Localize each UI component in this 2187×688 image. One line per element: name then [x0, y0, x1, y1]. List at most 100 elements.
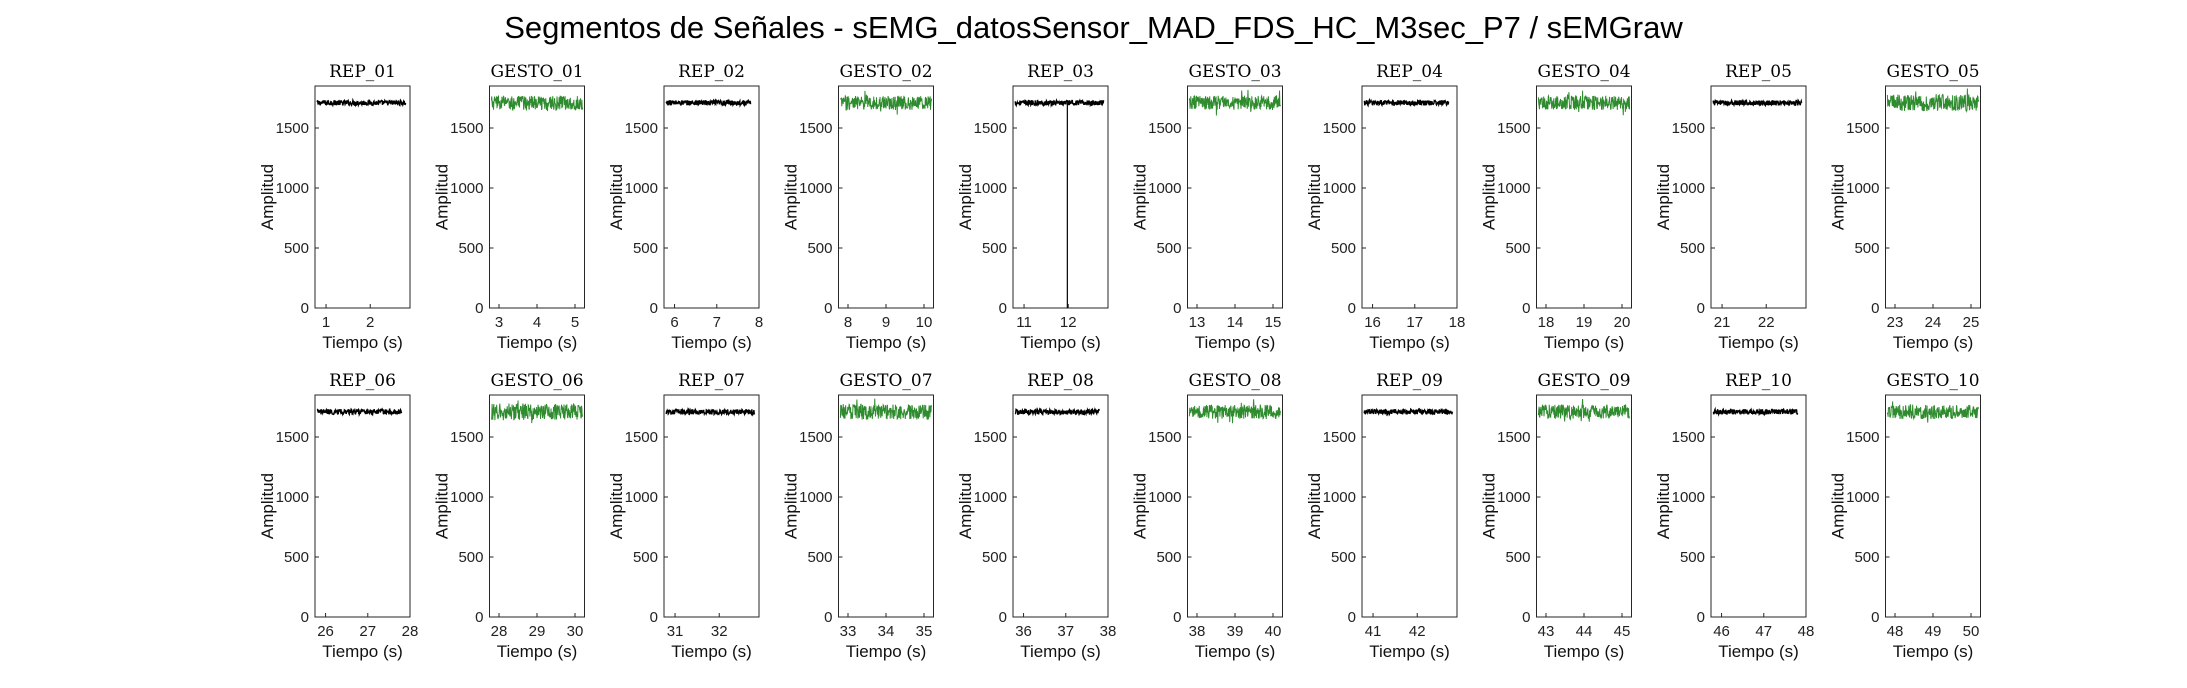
- subplot-title: REP_03: [1027, 62, 1094, 82]
- x-tick-label: 4: [533, 314, 541, 331]
- y-tick-label: 500: [458, 549, 483, 566]
- y-tick-label: 0: [1697, 300, 1705, 317]
- y-tick-label: 1000: [450, 180, 483, 197]
- figure-title: Segmentos de Señales - sEMG_datosSensor_…: [504, 10, 1683, 45]
- y-tick-label: 1000: [799, 180, 832, 197]
- y-axis-label: Amplitud: [1829, 164, 1848, 230]
- y-tick-label: 0: [824, 609, 832, 626]
- axes-box: [314, 394, 411, 618]
- y-tick-label: 1000: [1672, 180, 1705, 197]
- x-axis-label: Tiempo (s): [1020, 642, 1101, 661]
- x-axis-label: Tiempo (s): [322, 642, 403, 661]
- x-tick-label: 33: [840, 623, 857, 640]
- subplot-title: REP_06: [329, 371, 396, 391]
- y-axis-label: Amplitud: [258, 164, 277, 230]
- y-axis-label: Amplitud: [956, 473, 975, 539]
- x-tick-label: 42: [1409, 623, 1426, 640]
- y-tick-label: 500: [1331, 549, 1356, 566]
- axes-box: [1012, 394, 1109, 618]
- x-tick-label: 7: [713, 314, 721, 331]
- x-tick-label: 31: [667, 623, 684, 640]
- x-tick-label: 2: [366, 314, 374, 331]
- x-axis-label: Tiempo (s): [671, 333, 752, 352]
- y-tick-label: 1000: [1148, 180, 1181, 197]
- axes-box: [1710, 85, 1807, 309]
- y-tick-label: 0: [1522, 300, 1530, 317]
- signal-trace-gesto: [1537, 398, 1631, 422]
- subplot-title: REP_10: [1725, 371, 1792, 391]
- x-tick-label: 22: [1758, 314, 1775, 331]
- x-tick-label: 12: [1060, 314, 1077, 331]
- y-tick-label: 1500: [625, 120, 658, 137]
- signal-trace-rep: [1712, 406, 1799, 417]
- x-axis-label: Tiempo (s): [1893, 333, 1974, 352]
- x-tick-label: 20: [1614, 314, 1631, 331]
- x-tick-label: 41: [1365, 623, 1382, 640]
- signal-trace-rep: [1363, 97, 1450, 108]
- y-tick-label: 0: [999, 609, 1007, 626]
- subplot-title: REP_02: [678, 62, 745, 82]
- subplot-gesto_01: GESTO_01 0 500 1000 1500 3 4 5 Tiempo (s) Amplitu…: [433, 62, 585, 352]
- y-tick-label: 500: [982, 549, 1007, 566]
- signal-trace-rep: [316, 407, 403, 418]
- y-tick-label: 1000: [450, 489, 483, 506]
- y-tick-label: 1500: [450, 120, 483, 137]
- y-axis-label: Amplitud: [1480, 164, 1499, 230]
- subplot-gesto_05: GESTO_05 0 500 1000 1500 23 24 25 Tiempo (s) Ampl…: [1829, 62, 1981, 352]
- y-axis-label: Amplitud: [433, 473, 452, 539]
- subplot-title: GESTO_04: [1537, 62, 1630, 82]
- x-tick-label: 18: [1449, 314, 1466, 331]
- y-tick-label: 0: [999, 300, 1007, 317]
- y-tick-label: 0: [1348, 609, 1356, 626]
- y-tick-label: 1500: [625, 429, 658, 446]
- signal-trace-gesto: [1537, 90, 1631, 116]
- x-tick-label: 46: [1713, 623, 1730, 640]
- y-axis-label: Amplitud: [1131, 164, 1150, 230]
- x-axis-label: Tiempo (s): [846, 333, 927, 352]
- axes-box: [1885, 85, 1981, 309]
- x-tick-label: 48: [1798, 623, 1815, 640]
- subplot-title: GESTO_05: [1886, 62, 1979, 82]
- subplot-gesto_09: GESTO_09 0 500 1000 1500 43 44 45 Tiempo (s) Ampl…: [1480, 371, 1632, 661]
- y-tick-label: 0: [1697, 609, 1705, 626]
- x-tick-label: 38: [1189, 623, 1206, 640]
- subplot-title: REP_05: [1725, 62, 1792, 82]
- x-axis-label: Tiempo (s): [1893, 642, 1974, 661]
- y-axis-label: Amplitud: [956, 164, 975, 230]
- y-tick-label: 1000: [1846, 180, 1879, 197]
- x-tick-label: 17: [1406, 314, 1423, 331]
- subplot-rep_06: REP_06 0 500 1000 1500 26 27 28 Tiempo (s) Amplit…: [258, 371, 418, 661]
- subplot-gesto_06: GESTO_06 0 500 1000 1500 28 29 30 Tiempo (s) Ampl…: [433, 371, 585, 661]
- x-tick-label: 40: [1265, 623, 1282, 640]
- subplot-gesto_08: GESTO_08 0 500 1000 1500 38 39 40 Tiempo (s) Ampl…: [1131, 371, 1283, 661]
- x-axis-label: Tiempo (s): [1369, 642, 1450, 661]
- y-tick-label: 0: [301, 609, 309, 626]
- y-tick-label: 500: [1156, 549, 1181, 566]
- y-tick-label: 500: [807, 240, 832, 257]
- x-tick-label: 30: [567, 623, 584, 640]
- y-axis-label: Amplitud: [1131, 473, 1150, 539]
- y-tick-label: 500: [1854, 240, 1879, 257]
- x-tick-label: 5: [571, 314, 579, 331]
- y-tick-label: 500: [1156, 240, 1181, 257]
- x-tick-label: 8: [844, 314, 852, 331]
- y-tick-label: 1500: [276, 120, 309, 137]
- signal-trace-gesto: [1188, 399, 1282, 424]
- x-tick-label: 1: [322, 314, 330, 331]
- y-tick-label: 1000: [625, 180, 658, 197]
- signal-trace-rep: [316, 97, 407, 108]
- axes-box: [1536, 394, 1632, 618]
- y-tick-label: 500: [807, 549, 832, 566]
- y-tick-label: 0: [475, 609, 483, 626]
- y-tick-label: 0: [301, 300, 309, 317]
- axes-box: [1187, 85, 1283, 309]
- y-tick-label: 1000: [974, 489, 1007, 506]
- y-tick-label: 1000: [1148, 489, 1181, 506]
- subplot-title: GESTO_10: [1886, 371, 1979, 391]
- y-axis-label: Amplitud: [433, 164, 452, 230]
- x-tick-label: 45: [1614, 623, 1631, 640]
- y-tick-label: 500: [1680, 240, 1705, 257]
- x-axis-label: Tiempo (s): [1718, 642, 1799, 661]
